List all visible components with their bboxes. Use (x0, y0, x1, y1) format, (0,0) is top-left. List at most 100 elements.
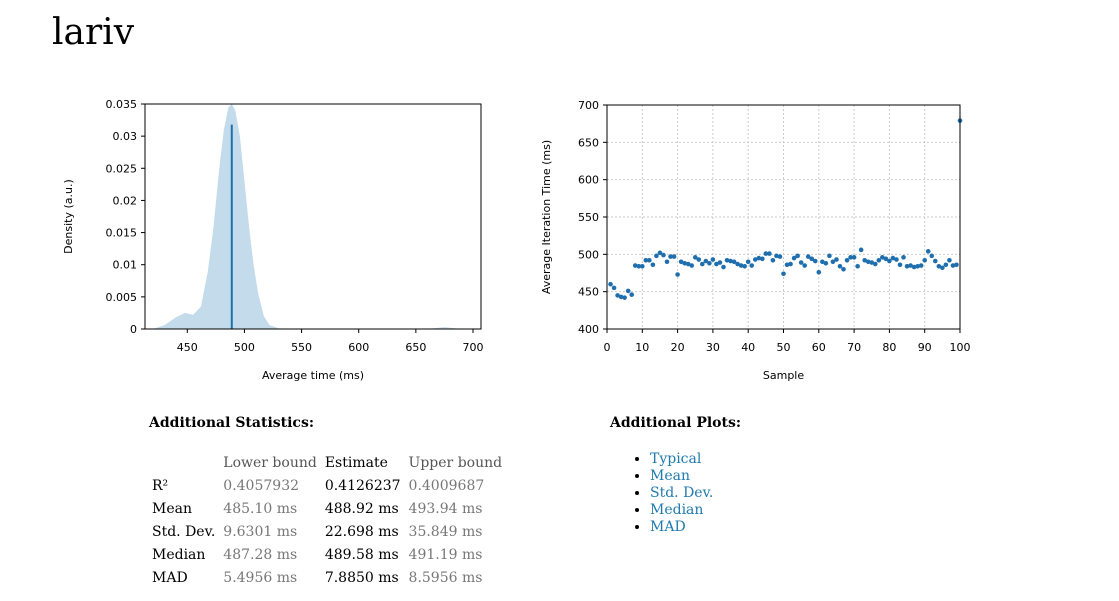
x-axis-label: Sample (763, 369, 804, 382)
y-axis-label: Average Iteration Time (ms) (540, 140, 553, 294)
plot-links: TypicalMeanStd. Dev.MedianMAD (610, 451, 713, 536)
y-tick-label: 0.03 (113, 130, 138, 143)
sample-point (820, 259, 825, 265)
sample-point (887, 258, 892, 264)
row-label: Mean (152, 500, 192, 517)
sample-point (802, 263, 807, 268)
plot-frame (144, 103, 482, 330)
y-tick-label: 700 (578, 99, 599, 112)
sample-point (837, 263, 843, 269)
x-tick-label: 20 (671, 341, 685, 354)
sample-point (834, 257, 839, 262)
sample-point (763, 251, 769, 256)
sample-point (696, 257, 702, 262)
sample-point (862, 258, 867, 263)
stat-value: 0.4126237 (324, 477, 401, 494)
stat-value: 0.4057932 (223, 477, 300, 494)
sample-point (742, 263, 747, 269)
sample-point (710, 257, 716, 262)
sample-point (622, 295, 627, 300)
sample-point (728, 258, 733, 264)
sample-point (841, 266, 846, 272)
sample-point (692, 255, 698, 260)
sample-point (947, 258, 952, 263)
sample-point (629, 292, 635, 297)
sample-point (640, 263, 645, 269)
plot-link[interactable]: Typical (650, 451, 702, 467)
sample-point (760, 256, 765, 262)
stats-title: Additional Statistics: (149, 415, 314, 431)
sample-point (929, 253, 935, 259)
sample-point (901, 255, 906, 260)
x-tick-label: 700 (463, 341, 484, 354)
row-label: R² (152, 477, 169, 494)
sample-point (844, 258, 850, 263)
y-tick-label: 0.005 (106, 291, 138, 304)
sample-point (615, 293, 620, 298)
sample-point (756, 255, 762, 261)
sample-point (812, 258, 818, 264)
y-tick-label: 0 (130, 323, 137, 336)
x-tick-label: 80 (882, 341, 896, 354)
y-tick-label: 0.015 (106, 227, 138, 240)
sample-point (897, 262, 903, 268)
x-tick-label: 70 (847, 341, 861, 354)
x-tick-label: 10 (635, 341, 649, 354)
stat-value: 22.698 ms (324, 523, 399, 540)
stats-row: Mean 485.10 ms 488.92 ms 493.94 ms (148, 497, 506, 520)
sample-point (636, 263, 642, 269)
plot-link-item: Typical (650, 451, 713, 468)
x-tick-label: 60 (812, 341, 826, 354)
x-tick-label: 40 (741, 341, 755, 354)
sample-point (915, 263, 920, 269)
stat-value: 488.92 ms (324, 500, 399, 517)
sample-point (936, 263, 942, 269)
sample-point (745, 259, 751, 265)
plot-link-item: Mean (650, 468, 713, 485)
y-tick-label: 600 (578, 174, 599, 187)
plot-link[interactable]: MAD (650, 519, 686, 535)
sample-point (908, 263, 913, 268)
sample-point (657, 250, 663, 256)
sample-point (682, 260, 687, 266)
sample-point (922, 258, 927, 263)
sample-point (827, 253, 832, 259)
stat-value: 5.4956 ms (223, 569, 298, 586)
stat-value: 487.28 ms (223, 546, 298, 563)
stat-value: 491.19 ms (408, 546, 483, 563)
y-tick-label: 550 (578, 211, 599, 224)
sample-point (703, 258, 709, 264)
sample-point (830, 259, 836, 265)
sample-point (654, 253, 659, 259)
plot-link-item: Median (650, 502, 713, 519)
y-tick-label: 500 (578, 248, 599, 261)
sample-point (809, 256, 815, 262)
sample-point (890, 255, 896, 261)
sample-point (848, 255, 853, 260)
sample-point (717, 260, 723, 265)
y-tick-label: 0.01 (113, 259, 138, 272)
sample-point (721, 264, 726, 270)
stat-value: 485.10 ms (223, 500, 298, 517)
sample-point (851, 255, 857, 260)
sample-point (678, 259, 684, 265)
sample-point (904, 263, 910, 269)
sample-point (795, 253, 800, 259)
x-axis-label: Average time (ms) (262, 369, 364, 382)
plot-link[interactable]: Mean (650, 468, 690, 484)
stat-value: 489.58 ms (324, 546, 399, 563)
sample-point (784, 262, 790, 268)
plot-link[interactable]: Median (650, 502, 704, 518)
x-tick-label: 90 (918, 341, 932, 354)
sample-point (671, 254, 677, 259)
sample-point (724, 258, 730, 263)
sample-point (689, 263, 695, 268)
sample-point (650, 262, 656, 268)
y-tick-label: 0.035 (106, 98, 138, 111)
sample-point (767, 251, 772, 256)
x-tick-label: 450 (177, 341, 198, 354)
sample-point (777, 254, 783, 259)
sample-point (865, 259, 871, 265)
plot-link[interactable]: Std. Dev. (650, 485, 714, 501)
